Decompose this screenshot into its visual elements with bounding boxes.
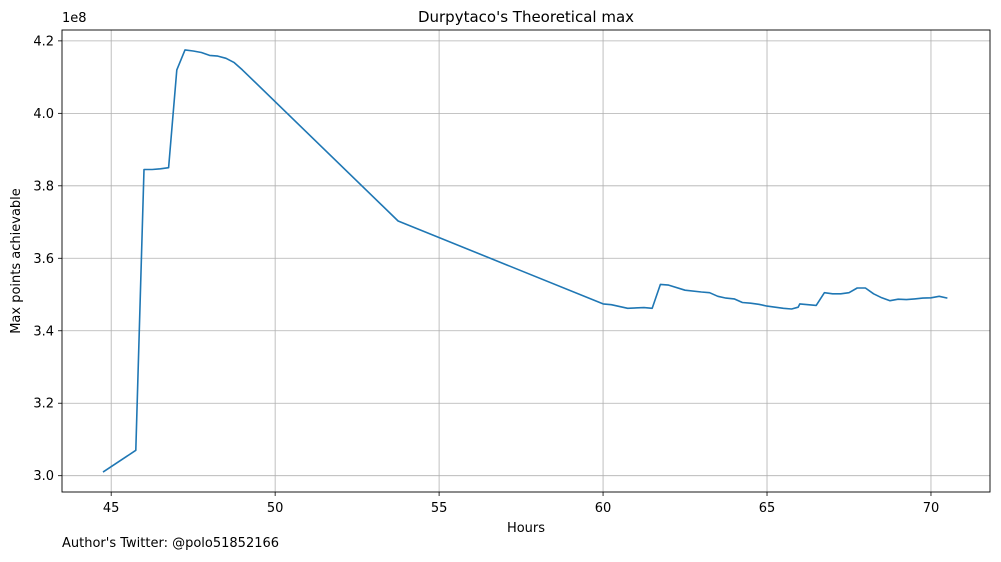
x-tick-label: 55	[431, 501, 448, 516]
y-tick-label: 4.0	[33, 107, 54, 122]
x-tick-label: 50	[267, 501, 284, 516]
y-tick-label: 4.2	[33, 34, 54, 49]
y-tick-label: 3.0	[33, 469, 54, 484]
y-tick-label: 3.2	[33, 397, 54, 412]
series-line	[102, 49, 948, 473]
chart-title: Durpytaco's Theoretical max	[418, 8, 634, 26]
y-tick-label: 3.4	[33, 324, 54, 339]
y-offset-label: 1e8	[62, 11, 87, 26]
x-tick-label: 60	[595, 501, 612, 516]
x-tick-label: 70	[923, 501, 940, 516]
x-tick-label: 65	[759, 501, 776, 516]
y-tick-label: 3.6	[33, 252, 54, 267]
tick-marks	[58, 40, 932, 496]
author-caption: Author's Twitter: @polo51852166	[62, 536, 280, 551]
grid-lines	[62, 30, 990, 492]
series-layer	[102, 49, 948, 473]
x-axis-label: Hours	[507, 521, 545, 536]
y-axis-label: Max points achievable	[9, 188, 24, 334]
tick-labels: 45 50 55 60 65 70 3.0 3.2 3.4 3.6 3.8 4.0 4.2	[33, 34, 939, 516]
x-tick-label: 45	[103, 501, 120, 516]
y-tick-label: 3.8	[33, 179, 54, 194]
axes-frame	[61, 29, 991, 493]
